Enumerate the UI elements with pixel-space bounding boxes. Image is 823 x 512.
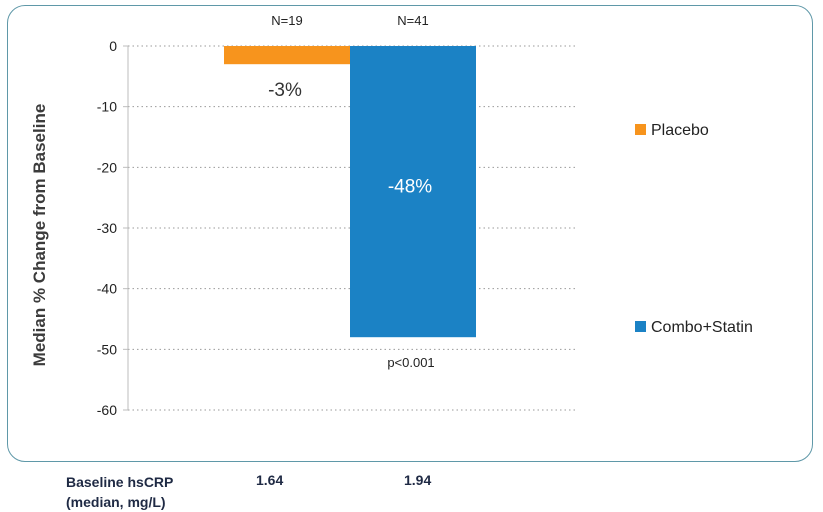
footer-label: Baseline hsCRP (median, mg/L): [66, 472, 173, 512]
legend: Placebo Combo+Statin: [635, 122, 753, 336]
n-label-placebo: N=19: [271, 13, 302, 28]
footer-label-line1: Baseline hsCRP: [66, 474, 174, 490]
bar-placebo: [224, 46, 350, 65]
legend-swatch-placebo: [635, 124, 646, 135]
footer-value-placebo: 1.64: [256, 472, 284, 488]
y-tick-label: -40: [97, 281, 117, 297]
y-tick-label: -60: [97, 402, 117, 418]
legend-label-placebo: Placebo: [651, 122, 709, 139]
data-label-combo-statin: -48%: [388, 177, 432, 198]
p-value-label: p<0.001: [387, 355, 434, 370]
chart-frame: [7, 5, 813, 462]
y-tick-label: -20: [97, 159, 117, 175]
footer-value-combo: 1.94: [404, 472, 432, 488]
y-tick-label: -10: [97, 99, 117, 115]
n-label-combo-statin: N=41: [397, 13, 428, 28]
legend-swatch-combo-statin: [635, 321, 646, 332]
y-tick-label: -30: [97, 220, 117, 236]
bars: [224, 46, 476, 338]
y-axis-ticks: 0 -10 -20 -30 -40 -50 -60: [97, 38, 128, 418]
y-axis-label: Median % Change from Baseline: [30, 104, 49, 367]
bar-combo-statin: [350, 46, 476, 338]
footer-label-line2: (median, mg/L): [66, 494, 166, 510]
data-label-placebo: -3%: [268, 80, 302, 101]
bar-labels: N=19 -3% N=41 -48% p<0.001: [268, 13, 435, 370]
chart: 0 -10 -20 -30 -40 -50 -60 N=19 -3% N=41 -48% p<0.0…: [30, 13, 753, 418]
y-tick-label: -50: [97, 341, 117, 357]
y-tick-label: 0: [109, 38, 117, 54]
legend-label-combo-statin: Combo+Statin: [651, 319, 753, 336]
